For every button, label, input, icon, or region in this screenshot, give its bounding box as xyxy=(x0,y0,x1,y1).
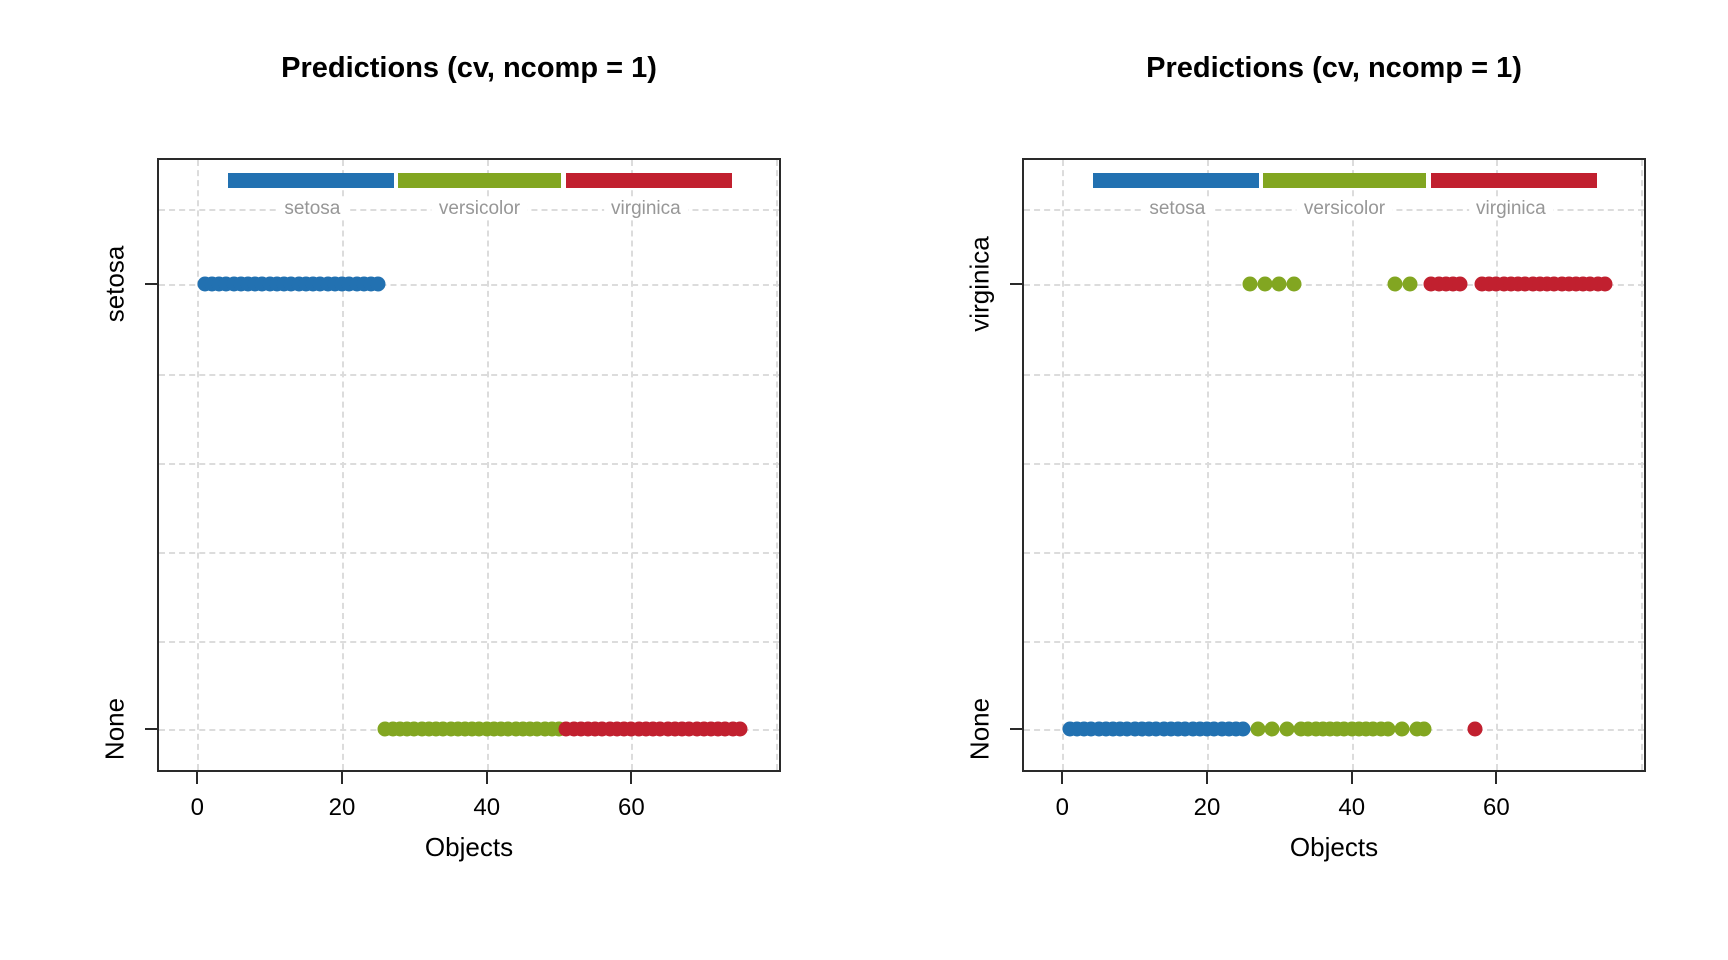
x-axis-tick-label: 40 xyxy=(473,794,501,821)
right-plot-area: Objects setosa versicolor virginica 0 20 40 60… xyxy=(965,158,1646,862)
data-point-versicolor xyxy=(1416,721,1432,737)
data-point-setosa xyxy=(370,276,386,292)
class-band-bar-virginica xyxy=(565,173,732,188)
vertical-gridline xyxy=(1207,160,1210,770)
x-axis-tick xyxy=(341,772,344,784)
data-point-virginica xyxy=(1452,276,1468,292)
y-axis-category-label-setosa: setosa xyxy=(99,246,130,323)
class-band-bar-versicolor xyxy=(1263,173,1427,188)
data-point-versicolor xyxy=(1380,721,1396,737)
horizontal-gridline xyxy=(1024,462,1644,465)
class-band-bar-virginica xyxy=(1430,173,1597,188)
class-band-label-versicolor: versicolor xyxy=(431,197,528,220)
vertical-gridline xyxy=(486,160,489,770)
y-axis-category-label-None: None xyxy=(99,698,130,761)
y-axis-category-label-virginica: virginica xyxy=(964,236,995,333)
data-point-versicolor xyxy=(1242,276,1258,292)
data-point-versicolor xyxy=(1271,276,1287,292)
x-axis-tick xyxy=(1061,772,1064,784)
vertical-gridline xyxy=(1496,160,1499,770)
y-axis-tick xyxy=(1010,728,1022,731)
vertical-gridline xyxy=(1062,160,1065,770)
x-axis-tick xyxy=(1495,772,1498,784)
left-plot-title: Predictions (cv, ncomp = 1) xyxy=(281,52,657,84)
x-axis-tick xyxy=(630,772,633,784)
left-plot-area: Objects setosa versicolor virginica 0 20 40 60… xyxy=(100,158,781,862)
vertical-gridline xyxy=(1641,160,1644,770)
horizontal-gridline xyxy=(159,284,779,287)
class-band-label-setosa: setosa xyxy=(1142,197,1213,220)
data-point-versicolor xyxy=(1257,276,1273,292)
class-band-label-setosa: setosa xyxy=(277,197,348,220)
horizontal-gridline xyxy=(1024,284,1644,287)
data-point-virginica xyxy=(1467,721,1483,737)
left-plot-panel: Predictions (cv, ncomp = 1) Objects seto… xyxy=(100,52,781,862)
right-plot-panel: Predictions (cv, ncomp = 1) Objects seto… xyxy=(864,0,1728,960)
horizontal-gridline xyxy=(1024,640,1644,643)
vertical-gridline xyxy=(631,160,634,770)
horizontal-gridline xyxy=(1024,551,1644,554)
class-band-label-versicolor: versicolor xyxy=(1296,197,1393,220)
x-axis-tick-label: 0 xyxy=(1055,794,1070,821)
data-point-virginica xyxy=(1597,276,1613,292)
horizontal-gridline xyxy=(159,640,779,643)
left-xaxis-label: Objects xyxy=(424,832,514,862)
data-point-versicolor xyxy=(1402,276,1418,292)
vertical-gridline xyxy=(197,160,200,770)
data-point-versicolor xyxy=(1264,721,1280,737)
data-point-versicolor xyxy=(1387,276,1403,292)
x-axis-tick-label: 20 xyxy=(1193,794,1221,821)
data-point-versicolor xyxy=(1286,276,1302,292)
x-axis-tick xyxy=(1350,772,1353,784)
class-band-label-virginica: virginica xyxy=(1469,197,1553,220)
horizontal-gridline xyxy=(159,551,779,554)
horizontal-gridline xyxy=(159,373,779,376)
class-band-bar-setosa xyxy=(227,173,395,188)
x-axis-tick-label: 60 xyxy=(1483,794,1510,821)
data-point-versicolor xyxy=(1250,721,1266,737)
y-axis-tick xyxy=(145,283,157,286)
vertical-gridline xyxy=(342,160,345,770)
y-axis-tick xyxy=(1010,283,1022,286)
vertical-gridline xyxy=(776,160,779,770)
x-axis-tick xyxy=(1206,772,1209,784)
vertical-gridline xyxy=(1351,160,1354,770)
horizontal-gridline xyxy=(1024,373,1644,376)
horizontal-gridline xyxy=(159,462,779,465)
data-point-setosa xyxy=(1235,721,1251,737)
x-axis-tick-label: 0 xyxy=(190,794,205,821)
right-plot-title: Predictions (cv, ncomp = 1) xyxy=(1146,52,1522,84)
data-point-versicolor xyxy=(1394,721,1410,737)
class-band-bar-setosa xyxy=(1092,173,1260,188)
class-band-label-virginica: virginica xyxy=(604,197,688,220)
y-axis-tick xyxy=(145,728,157,731)
x-axis-tick-label: 60 xyxy=(618,794,645,821)
x-axis-tick xyxy=(485,772,488,784)
y-axis-category-label-None: None xyxy=(964,698,995,761)
right-xaxis-label: Objects xyxy=(1289,832,1379,862)
x-axis-tick-label: 40 xyxy=(1338,794,1366,821)
x-axis-tick xyxy=(196,772,199,784)
data-point-virginica xyxy=(732,721,748,737)
class-band-bar-versicolor xyxy=(398,173,562,188)
data-point-versicolor xyxy=(1279,721,1295,737)
x-axis-tick-label: 20 xyxy=(328,794,356,821)
